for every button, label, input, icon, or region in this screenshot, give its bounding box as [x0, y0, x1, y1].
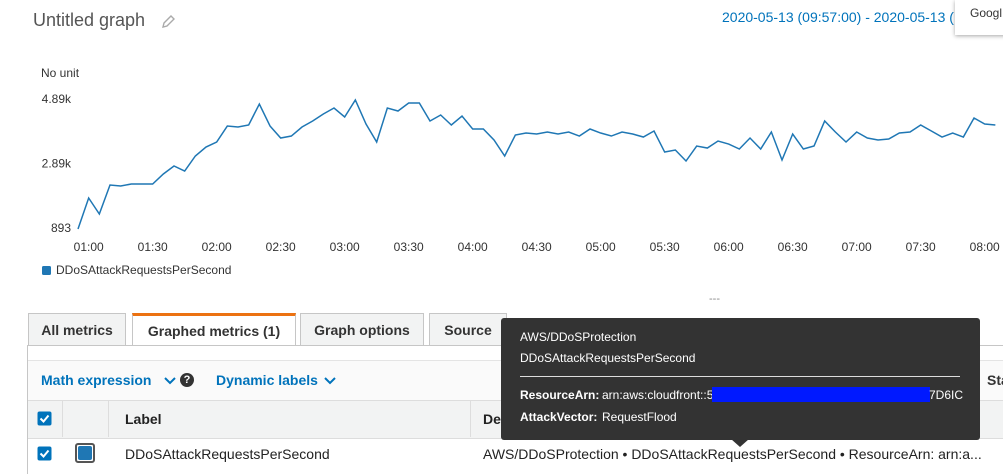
- dimension-key: AttackVector:: [520, 410, 598, 424]
- help-icon[interactable]: ?: [180, 373, 194, 387]
- dimension-value: RequestFlood: [602, 410, 677, 424]
- checkbox[interactable]: [37, 411, 52, 426]
- edit-icon[interactable]: [160, 14, 176, 30]
- graph-title[interactable]: Untitled graph: [33, 10, 146, 30]
- dimension-value: arn:aws:cloudfront::5: [602, 388, 714, 402]
- chevron: [164, 377, 176, 385]
- x-tick-label: 01:30: [138, 240, 168, 254]
- x-tick-label: 04:00: [458, 240, 488, 254]
- dynamic-labels[interactable]: Dynamic labels: [216, 372, 318, 388]
- x-tick-label: 07:30: [906, 240, 936, 254]
- chevron: [324, 377, 336, 385]
- data-line: [77, 98, 996, 230]
- x-tick-label: 06:00: [714, 240, 744, 254]
- tab[interactable]: Source: [429, 313, 507, 345]
- x-tick-label: 05:00: [586, 240, 616, 254]
- color-swatch[interactable]: [75, 443, 95, 463]
- legend-swatch: [42, 266, 51, 275]
- math-expression[interactable]: Math expression: [41, 372, 152, 388]
- row-label[interactable]: DDoSAttackRequestsPerSecond: [125, 446, 330, 462]
- x-tick-label: 07:00: [842, 240, 872, 254]
- checkbox[interactable]: [37, 446, 52, 461]
- tooltip-arrow: [731, 439, 749, 447]
- tooltip-rule: [520, 376, 960, 377]
- tooltip: [501, 318, 980, 440]
- x-tick-label: 05:30: [650, 240, 680, 254]
- tab[interactable]: Graph options: [300, 313, 424, 345]
- popup: Googl: [955, 0, 1003, 35]
- divider: [108, 400, 109, 437]
- redaction: [712, 387, 930, 402]
- dimension-value: 7D6IC: [929, 388, 964, 402]
- x-tick-label: 01:00: [74, 240, 104, 254]
- x-tick-label: 03:30: [394, 240, 424, 254]
- divider: [62, 400, 63, 437]
- x-tick-label: 08:00: [970, 240, 1000, 254]
- x-tick-label: 06:30: [778, 240, 808, 254]
- row-details: AWS/DDoSProtection • DDoSAttackRequestsP…: [483, 446, 982, 462]
- statistic[interactable]: Sta: [987, 372, 1003, 388]
- popup-text: Googl: [970, 6, 1003, 20]
- divider: [470, 400, 471, 437]
- legend-label: DDoSAttackRequestsPerSecond: [56, 263, 231, 277]
- time-range[interactable]: 2020-05-13 (09:57:00) - 2020-05-13 (: [722, 9, 954, 25]
- chart: No unit 893 2.89k 4.89k 01:00 01:30 02:00 02:3…: [41, 66, 1000, 277]
- y-tick-label: 4.89k: [42, 92, 72, 106]
- tooltip-metric: DDoSAttackRequestsPerSecond: [520, 351, 696, 365]
- resize-handle[interactable]: ---: [709, 293, 720, 305]
- x-tick-label: 02:00: [202, 240, 232, 254]
- x-tick-label: 04:30: [522, 240, 552, 254]
- x-tick-label: 02:30: [266, 240, 296, 254]
- x-tick-label: 03:00: [330, 240, 360, 254]
- dimension-key: ResourceArn:: [520, 388, 600, 402]
- column-header[interactable]: De: [483, 411, 501, 427]
- y-axis-label: No unit: [41, 66, 80, 80]
- y-tick-label: 893: [51, 221, 71, 235]
- column-header[interactable]: Label: [125, 411, 162, 427]
- tooltip-namespace: AWS/DDoSProtection: [520, 330, 637, 344]
- y-tick-label: 2.89k: [42, 157, 72, 171]
- tab[interactable]: Graphed metrics (1): [132, 313, 296, 346]
- tab[interactable]: All metrics: [28, 313, 126, 345]
